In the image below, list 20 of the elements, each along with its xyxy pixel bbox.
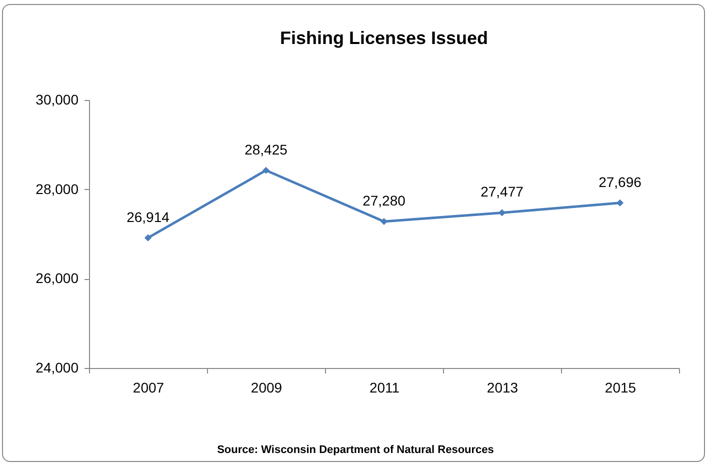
point [262, 166, 270, 174]
data-label: 27,477 [480, 184, 524, 200]
y-tick-label: 28,000 [36, 180, 79, 197]
y-tick-label: 30,000 [36, 92, 79, 108]
chart-title: Fishing Licenses Issued [280, 28, 488, 48]
x-tick-label: 2009 [250, 380, 282, 396]
data-label: 27,696 [598, 174, 642, 190]
source-note: Source: Wisconsin Department of Natural Resources [216, 444, 495, 456]
data-label: 27,280 [362, 192, 406, 208]
x-tick-label: 2013 [486, 380, 518, 396]
point [144, 234, 152, 242]
data-label: 26,914 [126, 208, 170, 225]
point [498, 209, 506, 216]
x-tick-label: 2007 [132, 380, 164, 396]
point [616, 199, 624, 206]
x-tick-label: 2015 [604, 380, 636, 396]
y-tick-label: 26,000 [36, 270, 79, 286]
y-tick-label: 24,000 [36, 360, 79, 376]
data-label: 28,425 [244, 141, 288, 158]
x-tick-label: 2011 [369, 380, 400, 396]
